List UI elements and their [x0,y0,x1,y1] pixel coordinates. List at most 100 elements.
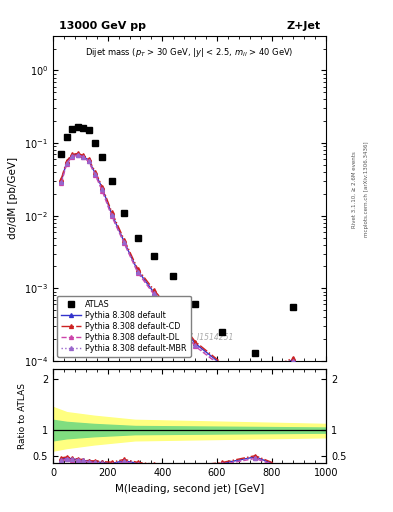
Pythia 8.308 default [75,151,80,157]
Pythia 8.308 default-DL [109,214,114,220]
Pythia 8.308 default-CD [171,309,176,315]
Pythia 8.308 default-CD [220,360,225,367]
ATLAS [253,350,257,356]
Pythia 8.308 default-CD [122,237,127,243]
Pythia 8.308 default-MBR [64,160,69,166]
Pythia 8.308 default-CD [100,184,105,190]
Pythia 8.308 default-DL [253,375,257,381]
Text: Z+Jet: Z+Jet [286,21,321,31]
Pythia 8.308 default-CD [86,156,91,162]
ATLAS [93,140,98,146]
Pythia 8.308 default-CD [59,176,64,182]
Pythia 8.308 default [193,340,197,347]
Pythia 8.308 default-DL [64,161,69,167]
Pythia 8.308 default [109,211,114,217]
Pythia 8.308 default-CD [81,152,85,158]
Line: Pythia 8.308 default-MBR: Pythia 8.308 default-MBR [59,153,296,379]
Legend: ATLAS, Pythia 8.308 default, Pythia 8.308 default-CD, Pythia 8.308 default-DL, P: ATLAS, Pythia 8.308 default, Pythia 8.30… [57,296,191,357]
Pythia 8.308 default-CD [75,151,80,157]
ATLAS [171,272,176,279]
Pythia 8.308 default-DL [135,269,140,275]
Pythia 8.308 default-CD [291,355,296,361]
Pythia 8.308 default [220,362,225,368]
Pythia 8.308 default [100,185,105,191]
ATLAS [81,125,85,132]
Pythia 8.308 default-MBR [109,212,114,219]
Y-axis label: dσ/dM [pb/GeV]: dσ/dM [pb/GeV] [8,157,18,240]
Pythia 8.308 default-DL [81,154,85,160]
Pythia 8.308 default-CD [193,338,197,345]
Text: mcplots.cern.ch [arXiv:1306.3436]: mcplots.cern.ch [arXiv:1306.3436] [364,142,369,237]
Pythia 8.308 default-MBR [220,363,225,369]
Pythia 8.308 default-MBR [81,154,85,160]
X-axis label: M(leading, second jet) [GeV]: M(leading, second jet) [GeV] [115,484,264,494]
Pythia 8.308 default [122,239,127,245]
ATLAS [86,127,91,134]
Pythia 8.308 default [64,159,69,165]
Pythia 8.308 default [171,312,176,318]
Pythia 8.308 default-DL [75,152,80,158]
Pythia 8.308 default-CD [135,266,140,272]
Text: 13000 GeV pp: 13000 GeV pp [59,21,145,31]
Pythia 8.308 default [253,373,257,379]
Pythia 8.308 default-MBR [171,313,176,319]
Pythia 8.308 default-CD [93,169,98,175]
Pythia 8.308 default [86,157,91,163]
Pythia 8.308 default-MBR [59,179,64,185]
Pythia 8.308 default-DL [291,358,296,365]
ATLAS [193,302,197,308]
ATLAS [220,329,225,335]
Pythia 8.308 default [70,152,75,158]
Pythia 8.308 default [152,290,156,296]
ATLAS [291,304,296,310]
Y-axis label: Ratio to ATLAS: Ratio to ATLAS [18,383,27,449]
Text: ATLAS_2017_I1514251: ATLAS_2017_I1514251 [146,332,233,342]
ATLAS [100,154,105,160]
Pythia 8.308 default-DL [171,314,176,320]
Pythia 8.308 default-CD [253,372,257,378]
Text: Dijet mass ($p_T$ > 30 GeV, $|y|$ < 2.5, $m_{ll}$ > 40 GeV): Dijet mass ($p_T$ > 30 GeV, $|y|$ < 2.5,… [85,46,294,58]
Pythia 8.308 default-DL [193,343,197,349]
Pythia 8.308 default-MBR [75,152,80,158]
Pythia 8.308 default-MBR [100,186,105,193]
Pythia 8.308 default-DL [122,240,127,246]
ATLAS [70,126,75,133]
Pythia 8.308 default-DL [100,188,105,194]
Pythia 8.308 default-DL [70,154,75,160]
Pythia 8.308 default [291,356,296,362]
Line: Pythia 8.308 default-DL: Pythia 8.308 default-DL [59,153,296,380]
Pythia 8.308 default-MBR [135,268,140,274]
Pythia 8.308 default-MBR [152,290,156,296]
ATLAS [75,124,80,131]
Pythia 8.308 default-MBR [291,358,296,364]
ATLAS [64,134,69,140]
Pythia 8.308 default-DL [152,291,156,297]
ATLAS [152,253,156,259]
ATLAS [59,151,64,157]
Pythia 8.308 default-CD [152,287,156,293]
ATLAS [122,209,127,216]
ATLAS [109,178,114,184]
Text: Rivet 3.1.10, ≥ 2.6M events: Rivet 3.1.10, ≥ 2.6M events [352,151,357,228]
Line: ATLAS: ATLAS [58,124,297,356]
Pythia 8.308 default-MBR [253,374,257,380]
Pythia 8.308 default [93,170,98,177]
Pythia 8.308 default-CD [109,209,114,215]
Pythia 8.308 default [59,178,64,184]
ATLAS [135,234,140,241]
Pythia 8.308 default-MBR [70,153,75,159]
Pythia 8.308 default-DL [220,364,225,370]
Pythia 8.308 default-MBR [86,158,91,164]
Pythia 8.308 default-MBR [122,239,127,245]
Pythia 8.308 default [135,268,140,274]
Pythia 8.308 default-CD [64,158,69,164]
Pythia 8.308 default-DL [86,158,91,164]
Pythia 8.308 default-DL [59,180,64,186]
Line: Pythia 8.308 default-CD: Pythia 8.308 default-CD [59,152,296,376]
Pythia 8.308 default-DL [93,172,98,178]
Pythia 8.308 default-CD [70,151,75,157]
Pythia 8.308 default [81,153,85,159]
Pythia 8.308 default-MBR [93,172,98,178]
Pythia 8.308 default-MBR [193,342,197,348]
Line: Pythia 8.308 default: Pythia 8.308 default [59,153,296,378]
